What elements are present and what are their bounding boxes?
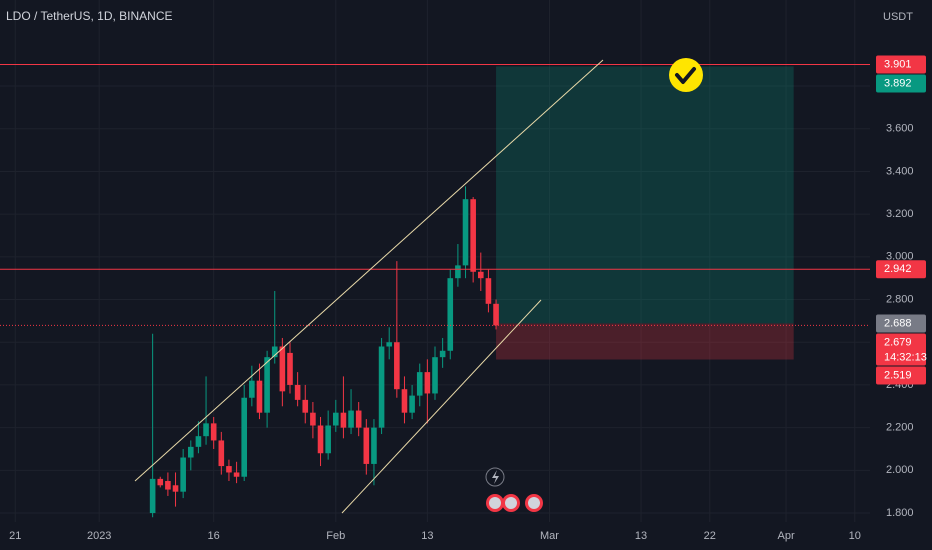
price-label: 2.942 [884, 263, 912, 275]
price-label-box [876, 260, 926, 279]
y-tick-label: 3.600 [886, 123, 914, 135]
x-tick-label: 22 [704, 530, 716, 542]
candle-body [294, 384, 301, 400]
check-icon[interactable] [669, 58, 703, 92]
candle-body [279, 346, 286, 392]
price-label-box [876, 55, 926, 74]
candle-body [157, 478, 164, 486]
candle-body [165, 481, 171, 490]
x-tick-label: 13 [421, 530, 433, 542]
x-tick-label: 13 [635, 530, 647, 542]
price-label: 3.892 [884, 77, 912, 89]
x-tick-label: Apr [777, 530, 794, 542]
price-label: 2.679 [884, 336, 912, 348]
candle-body [332, 412, 339, 426]
candle-body [256, 380, 263, 413]
candle-body [287, 352, 293, 385]
candle-body [401, 389, 408, 413]
candle-body [363, 427, 370, 464]
position [496, 66, 794, 360]
x-tick-label: 10 [849, 530, 861, 542]
price-label-box [876, 74, 926, 93]
trend-line[interactable] [341, 299, 542, 514]
price-label-box [876, 314, 926, 333]
candle-body [485, 278, 492, 304]
candle-body [203, 423, 209, 437]
candle-body [249, 380, 255, 398]
x-tick-label: 2023 [87, 530, 111, 542]
candle-body [371, 427, 377, 464]
candle-body [218, 440, 225, 467]
candle-body [455, 265, 461, 279]
axes: 1.8002.0002.2002.4002.6002.8003.0003.200… [9, 55, 927, 542]
plot [0, 63, 870, 518]
candle-body [180, 457, 186, 492]
candle-body [241, 397, 248, 477]
candle-body [317, 425, 324, 454]
x-tick-label: Mar [540, 530, 559, 542]
y-tick-label: 3.200 [886, 208, 914, 220]
price-label-box [876, 366, 926, 385]
chart-title: LDO / TetherUS, 1D, BINANCE [6, 9, 173, 23]
candle-body [226, 466, 232, 473]
candle-body [149, 478, 156, 514]
candle-body [271, 346, 278, 358]
candle-body [195, 436, 202, 447]
y-tick-label: 2.000 [886, 464, 914, 476]
countdown-label: 14:32:13 [884, 351, 927, 363]
y-tick-label: 1.800 [886, 507, 914, 519]
currency-label: USDT [883, 11, 913, 23]
candle-body [233, 472, 240, 477]
price-label: 2.519 [884, 369, 912, 381]
stop-zone [496, 323, 794, 360]
candle-body [172, 485, 179, 492]
x-tick-label: 21 [9, 530, 21, 542]
price-label: 2.688 [884, 317, 912, 329]
candle-body [470, 199, 476, 272]
candle-body [394, 342, 400, 390]
candle-body [477, 271, 484, 279]
candle-body [386, 342, 393, 347]
y-tick-label: 2.200 [886, 422, 914, 434]
candle-body [325, 425, 331, 454]
price-label-box [876, 333, 926, 366]
candle-body [348, 410, 354, 428]
target-zone [496, 66, 794, 324]
candle-body [447, 278, 454, 351]
x-tick-label: Feb [326, 530, 345, 542]
candle-body [210, 423, 217, 441]
candle-body [439, 350, 446, 358]
candle-body [493, 303, 499, 326]
event-icons[interactable] [485, 467, 543, 512]
candle-body [424, 372, 431, 394]
y-tick-label: 2.800 [886, 293, 914, 305]
candle-body [302, 399, 309, 413]
candle-body [310, 412, 316, 426]
candle-body [355, 410, 362, 428]
candle-body [409, 395, 415, 413]
x-tick-label: 16 [208, 530, 220, 542]
y-tick-label: 3.000 [886, 251, 914, 263]
candle-body [378, 346, 385, 428]
candle-body [340, 412, 347, 428]
candle-body [432, 357, 438, 394]
candle-body [264, 357, 270, 413]
grid [0, 0, 870, 522]
price-label: 3.901 [884, 58, 912, 70]
candle-body [462, 199, 469, 266]
trend-line[interactable] [134, 59, 604, 482]
candle-body [416, 372, 423, 396]
candle-body [187, 446, 194, 458]
y-tick-label: 3.400 [886, 165, 914, 177]
